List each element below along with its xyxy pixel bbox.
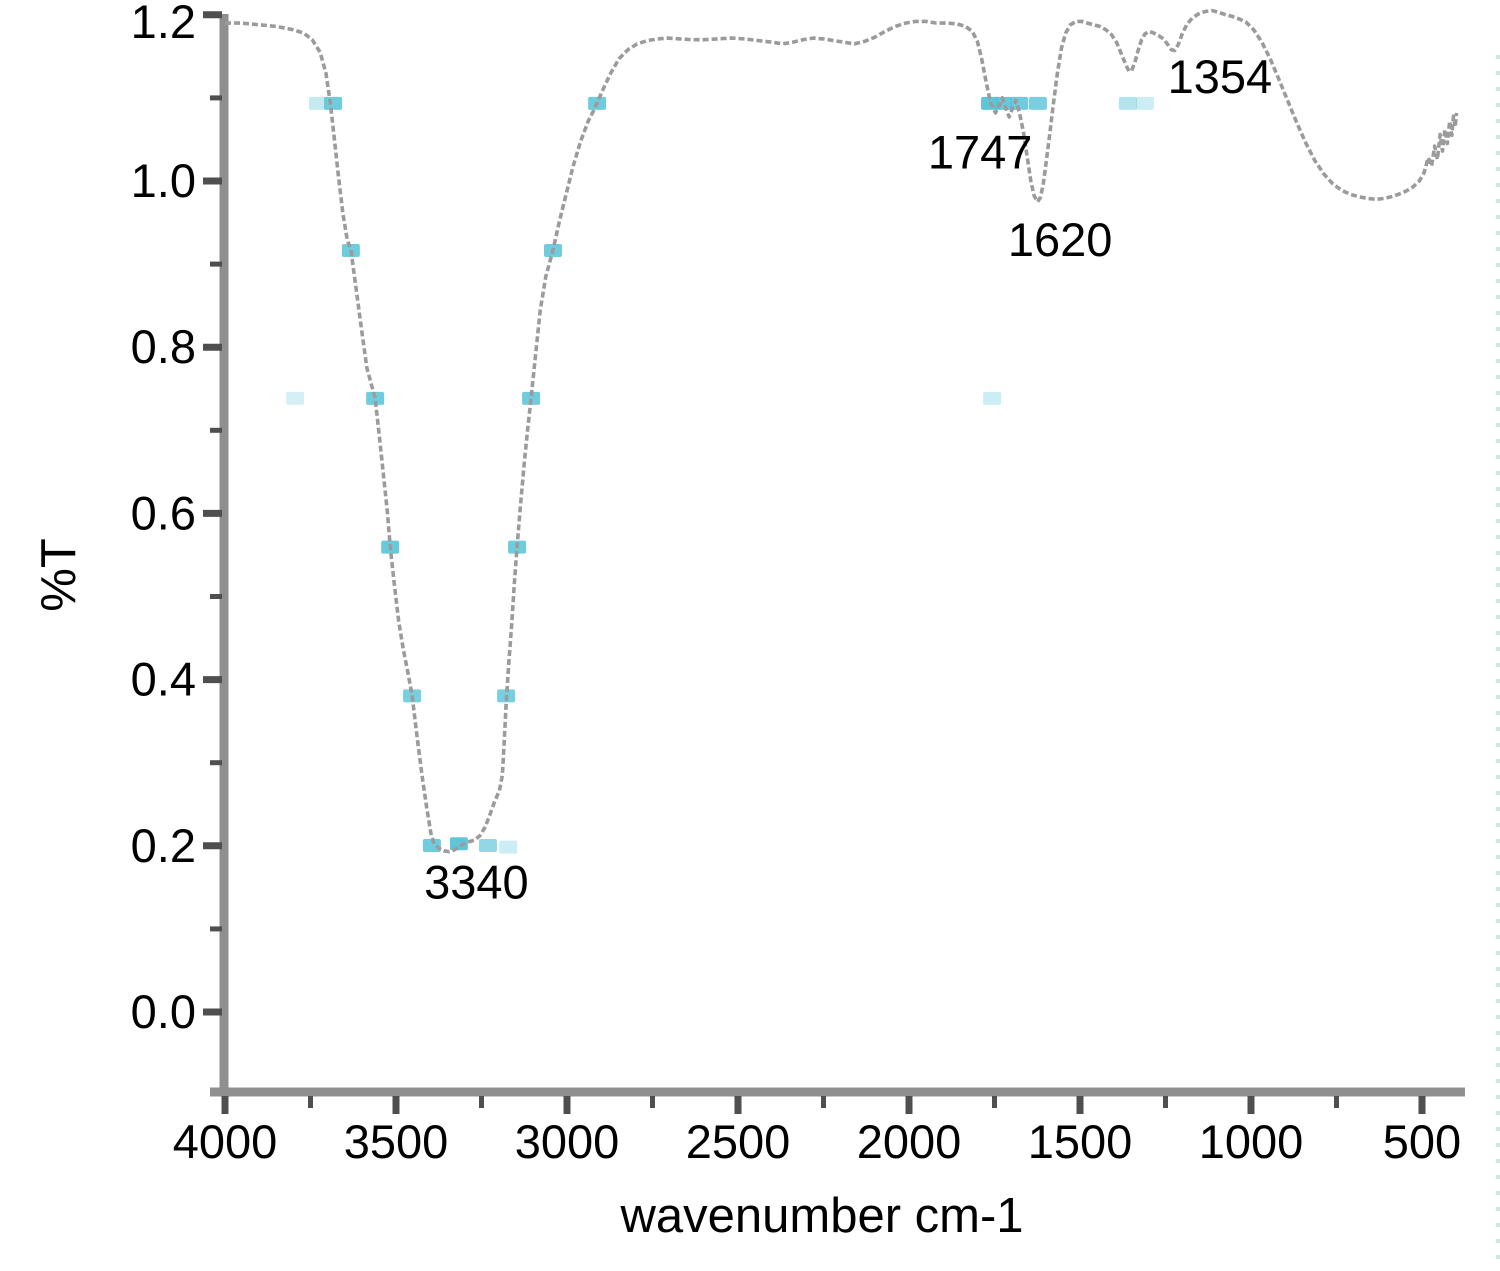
x-axis-title: wavenumber cm-1 [620, 1189, 1024, 1243]
trace-highlight-marker [366, 391, 385, 405]
trace-highlight-marker [1118, 96, 1137, 110]
x-tick-label: 1500 [1028, 1115, 1133, 1168]
y-axis-title: %T [32, 538, 86, 612]
spectrum-trace [225, 8, 1459, 854]
y-tick-label: 1.0 [131, 154, 196, 207]
x-tick-label: 3000 [515, 1115, 620, 1168]
trace-highlight-marker [478, 838, 497, 852]
trace-highlight-marker [286, 391, 305, 405]
peak-label-1354: 1354 [1168, 50, 1273, 103]
x-tick-label: 4000 [173, 1115, 278, 1168]
trace-highlight-marker [422, 838, 441, 852]
peak-label-3340: 3340 [424, 855, 529, 908]
x-tick-label: 3500 [344, 1115, 449, 1168]
trace-highlight-marker [324, 96, 343, 110]
y-tick-label: 0.6 [131, 486, 196, 539]
y-tick-label: 0.2 [131, 819, 196, 872]
trace-highlight-marker [1028, 96, 1047, 110]
trace-highlight-marker [1135, 96, 1154, 110]
trace-highlight-marker [983, 391, 1002, 405]
trace-highlight-marker [449, 837, 468, 851]
x-tick-label: 500 [1383, 1115, 1461, 1168]
y-tick-label: 1.2 [131, 0, 196, 48]
x-tick-label: 2500 [686, 1115, 791, 1168]
trace-highlight-marker [522, 391, 541, 405]
peak-label-1747: 1747 [928, 126, 1033, 179]
x-tick-label: 2000 [857, 1115, 962, 1168]
peak-label-1620: 1620 [1008, 213, 1113, 266]
trace-highlight-marker [499, 840, 518, 854]
y-tick-label: 0.0 [131, 985, 196, 1038]
x-tick-label: 1000 [1199, 1115, 1304, 1168]
y-tick-label: 0.8 [131, 320, 196, 373]
trace-highlight-marker [309, 96, 328, 110]
y-tick-label: 0.4 [131, 653, 196, 706]
